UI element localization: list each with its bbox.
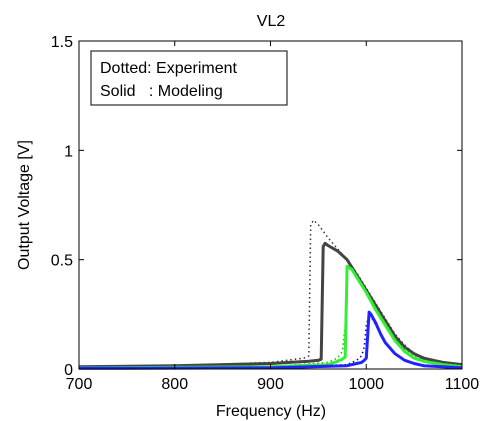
x-axis-label: Frequency (Hz) (216, 403, 326, 420)
axis-ticks: 700 800 900 1000 1100 0 0.5 1 1.5 (51, 34, 480, 393)
chart-title: VL2 (257, 13, 286, 30)
series-line-3-solid (78, 264, 463, 370)
legend-annotation: Dotted: Experiment Solid : Modeling (90, 50, 288, 106)
y-tick-label: 1 (64, 143, 73, 160)
x-tick-label: 800 (161, 376, 188, 393)
x-tick-label: 700 (66, 376, 93, 393)
series-line-2-dotted (78, 265, 463, 369)
series-line-5-solid (78, 310, 463, 370)
series-line-1-solid (78, 241, 463, 369)
y-axis-label: Output Voltage [V] (16, 140, 33, 270)
x-tick-label: 900 (257, 376, 284, 393)
x-tick-label: 1100 (445, 376, 480, 393)
y-tick-label: 1.5 (51, 34, 73, 51)
plot-area (78, 219, 463, 370)
y-tick-label: 0 (64, 362, 73, 379)
y-tick-label: 0.5 (51, 253, 73, 270)
x-tick-label: 1000 (348, 376, 384, 393)
legend-line-experiment: Dotted: Experiment (100, 60, 238, 77)
legend-box (90, 50, 288, 106)
legend-line-modeling: Solid : Modeling (100, 83, 223, 100)
